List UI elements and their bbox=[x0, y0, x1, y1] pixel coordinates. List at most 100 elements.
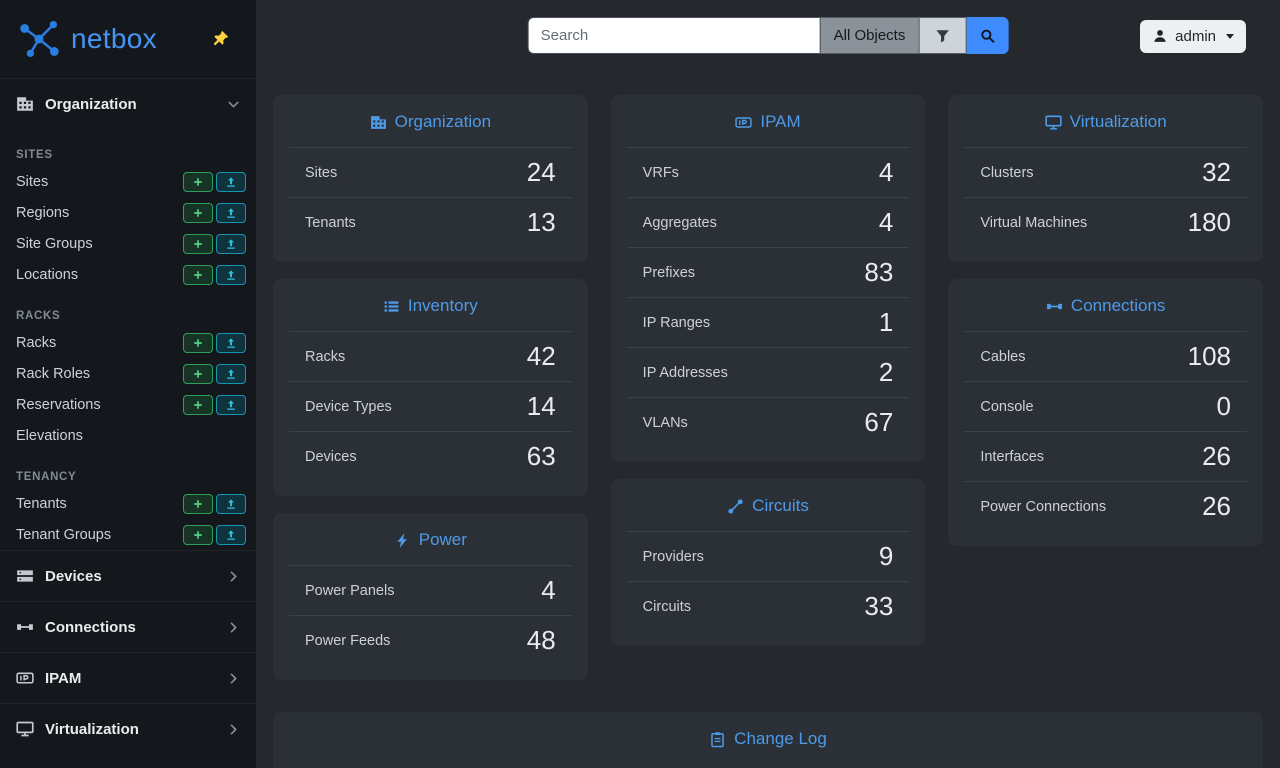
stat-label[interactable]: Providers bbox=[642, 548, 704, 565]
sidebar-item-ipam[interactable]: IPAM bbox=[0, 653, 256, 703]
search-button[interactable] bbox=[966, 17, 1009, 54]
sidebar-row-rack-roles: Rack Roles bbox=[0, 358, 256, 389]
netbox-logo-icon bbox=[16, 16, 62, 62]
filter-button[interactable] bbox=[919, 17, 967, 54]
import-button[interactable] bbox=[216, 493, 246, 514]
stat-value[interactable]: 180 bbox=[1187, 207, 1232, 237]
stat-label[interactable]: Devices bbox=[305, 448, 357, 465]
sidebar-link-site-groups[interactable]: Site Groups bbox=[16, 235, 93, 252]
stat-label[interactable]: Power Panels bbox=[305, 582, 395, 599]
sidebar-item-organization[interactable]: Organization bbox=[0, 79, 256, 129]
stat-value[interactable]: 9 bbox=[878, 541, 894, 571]
import-button[interactable] bbox=[216, 171, 246, 192]
stat-label[interactable]: Tenants bbox=[305, 214, 356, 231]
stat-row-providers: Providers 9 bbox=[626, 531, 910, 581]
stat-label[interactable]: VLANs bbox=[642, 414, 688, 431]
stat-label[interactable]: Racks bbox=[305, 348, 346, 365]
add-button[interactable] bbox=[183, 524, 213, 545]
stat-value[interactable]: 48 bbox=[526, 625, 556, 655]
stat-label[interactable]: Prefixes bbox=[642, 264, 696, 281]
stat-label[interactable]: Console bbox=[980, 398, 1034, 415]
netbox-logo[interactable]: netbox bbox=[16, 16, 157, 62]
import-button[interactable] bbox=[216, 233, 246, 254]
stat-label[interactable]: IP Addresses bbox=[642, 364, 728, 381]
sidebar-item-devices[interactable]: Devices bbox=[0, 551, 256, 601]
import-button[interactable] bbox=[216, 394, 246, 415]
stat-label[interactable]: Virtual Machines bbox=[980, 214, 1088, 231]
user-menu-button[interactable]: admin bbox=[1140, 19, 1246, 53]
sidebar-link-rack-roles[interactable]: Rack Roles bbox=[16, 365, 91, 382]
stat-label[interactable]: Circuits bbox=[642, 598, 692, 615]
sidebar-row-regions: Regions bbox=[0, 197, 256, 228]
sidebar-link-tenants[interactable]: Tenants bbox=[16, 495, 67, 512]
stat-value[interactable]: 1 bbox=[878, 307, 894, 337]
stat-value[interactable]: 0 bbox=[1216, 391, 1232, 421]
stat-label[interactable]: Device Types bbox=[305, 398, 392, 415]
sidebar-row-locations: Locations bbox=[0, 259, 256, 290]
ipam-icon bbox=[735, 114, 753, 131]
item-actions bbox=[183, 394, 246, 415]
stat-label[interactable]: VRFs bbox=[642, 164, 679, 181]
stat-value[interactable]: 63 bbox=[526, 441, 556, 471]
add-button[interactable] bbox=[183, 363, 213, 384]
import-button[interactable] bbox=[216, 264, 246, 285]
stat-value[interactable]: 33 bbox=[864, 591, 894, 621]
import-button[interactable] bbox=[216, 332, 246, 353]
stat-value[interactable]: 4 bbox=[878, 207, 894, 237]
object-type-dropdown[interactable]: All Objects bbox=[820, 17, 920, 54]
add-button[interactable] bbox=[183, 332, 213, 353]
building-icon bbox=[16, 95, 34, 113]
add-button[interactable] bbox=[183, 233, 213, 254]
stat-value[interactable]: 24 bbox=[526, 157, 556, 187]
sidebar-link-tenant-groups[interactable]: Tenant Groups bbox=[16, 526, 112, 543]
import-button[interactable] bbox=[216, 202, 246, 223]
sidebar-item-connections[interactable]: Connections bbox=[0, 602, 256, 652]
ipam-icon bbox=[16, 669, 34, 687]
cable-icon bbox=[16, 618, 34, 636]
pin-sidebar-icon[interactable] bbox=[212, 30, 229, 47]
add-button[interactable] bbox=[183, 171, 213, 192]
stat-value[interactable]: 32 bbox=[1202, 157, 1232, 187]
stat-label[interactable]: Cables bbox=[980, 348, 1026, 365]
sidebar-link-sites[interactable]: Sites bbox=[16, 173, 49, 190]
import-button[interactable] bbox=[216, 524, 246, 545]
sidebar-link-locations[interactable]: Locations bbox=[16, 266, 79, 283]
stat-label[interactable]: Clusters bbox=[980, 164, 1034, 181]
stat-label[interactable]: Interfaces bbox=[980, 448, 1045, 465]
sidebar-section-ipam: IPAM bbox=[0, 652, 256, 703]
stat-value[interactable]: 2 bbox=[878, 357, 894, 387]
sidebar-link-racks[interactable]: Racks bbox=[16, 334, 57, 351]
sidebar-item-virtualization[interactable]: Virtualization bbox=[0, 704, 256, 754]
stat-row-devices: Devices 63 bbox=[289, 431, 572, 481]
stat-label[interactable]: Power Feeds bbox=[305, 632, 391, 649]
stat-value[interactable]: 26 bbox=[1202, 491, 1232, 521]
sidebar-heading-sites: SITES bbox=[16, 149, 53, 161]
card-ipam: IPAM VRFs 4 Aggregates 4 Prefixes 83 IP Ranges 1… bbox=[610, 95, 926, 462]
stat-label[interactable]: IP Ranges bbox=[642, 314, 711, 331]
sidebar-row-elevations: Elevations bbox=[0, 420, 256, 451]
sidebar-link-reservations[interactable]: Reservations bbox=[16, 396, 101, 413]
sidebar-link-elevations[interactable]: Elevations bbox=[16, 427, 83, 444]
stat-label[interactable]: Sites bbox=[305, 164, 338, 181]
import-button[interactable] bbox=[216, 363, 246, 384]
stat-value[interactable]: 4 bbox=[878, 157, 894, 187]
stat-value[interactable]: 4 bbox=[541, 575, 556, 605]
sidebar-item-label: Organization bbox=[45, 95, 137, 113]
stat-value[interactable]: 108 bbox=[1187, 341, 1232, 371]
stat-value[interactable]: 14 bbox=[526, 391, 556, 421]
filter-icon bbox=[934, 28, 950, 44]
search-input[interactable] bbox=[527, 17, 821, 54]
card-organization: Organization Sites 24 Tenants 13 bbox=[273, 95, 588, 262]
stat-value[interactable]: 42 bbox=[526, 341, 556, 371]
add-button[interactable] bbox=[183, 394, 213, 415]
stat-value[interactable]: 13 bbox=[526, 207, 556, 237]
add-button[interactable] bbox=[183, 202, 213, 223]
stat-label[interactable]: Aggregates bbox=[642, 214, 717, 231]
stat-label[interactable]: Power Connections bbox=[980, 498, 1107, 515]
stat-value[interactable]: 67 bbox=[864, 407, 894, 437]
sidebar-link-regions[interactable]: Regions bbox=[16, 204, 70, 221]
add-button[interactable] bbox=[183, 264, 213, 285]
stat-value[interactable]: 83 bbox=[864, 257, 894, 287]
add-button[interactable] bbox=[183, 493, 213, 514]
stat-value[interactable]: 26 bbox=[1202, 441, 1232, 471]
